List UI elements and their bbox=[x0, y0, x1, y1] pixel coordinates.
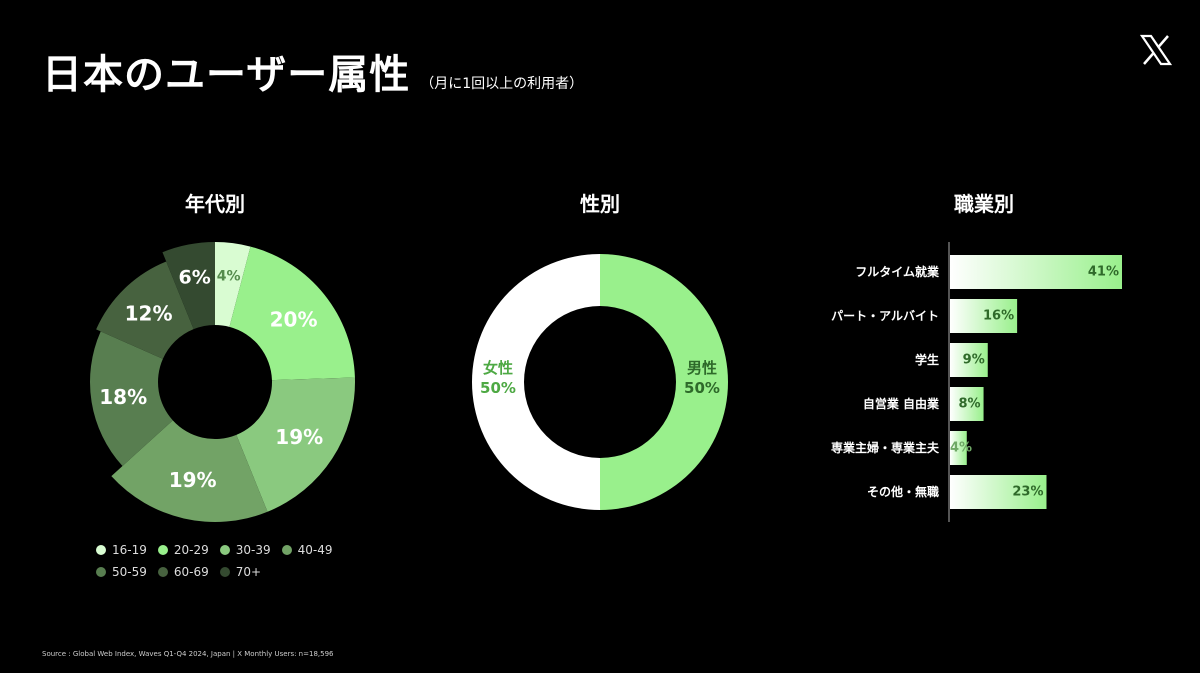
occupation-value-5: 23% bbox=[1012, 485, 1043, 500]
legend-dot-30-39 bbox=[219, 545, 230, 555]
legend-dot-20-29 bbox=[157, 545, 168, 555]
age-donut-chart: 4% 20% 19% 19% 18% 12% 6% bbox=[90, 242, 355, 522]
age-slice-30-39 bbox=[236, 377, 355, 512]
age-label-40-49: 19% bbox=[169, 468, 217, 492]
legend-dot-70+ bbox=[219, 567, 230, 577]
age-label-60-69: 12% bbox=[125, 301, 173, 325]
age-slice-70+ bbox=[162, 242, 215, 330]
legend-dot-50-59 bbox=[96, 567, 106, 577]
occupation-category-2: 学生 bbox=[915, 352, 939, 367]
page-title: 日本のユーザー属性 bbox=[42, 52, 411, 98]
occupation-category-5: その他・無職 bbox=[867, 484, 939, 499]
legend-item-30-39: 30-39 bbox=[219, 543, 271, 557]
legend-label-30-39: 30-39 bbox=[235, 543, 271, 557]
age-slice-16-19 bbox=[215, 242, 251, 327]
occupation-bar-1 bbox=[950, 299, 1018, 333]
age-slice-20-29 bbox=[229, 246, 355, 381]
occupation-bar-2 bbox=[950, 343, 988, 377]
occupation-value-2: 9% bbox=[963, 353, 985, 368]
gender-name-男性: 男性 bbox=[687, 359, 717, 377]
age-legend: 16-19 20-29 30-39 40-49 50-59 60-69 70+ bbox=[96, 543, 376, 579]
age-chart-title: 年代別 bbox=[185, 192, 245, 216]
x-logo-icon[interactable] bbox=[1140, 34, 1172, 66]
occupation-value-3: 8% bbox=[958, 397, 980, 412]
title-block: 日本のユーザー属性 （月に1回以上の利用者） bbox=[42, 42, 583, 100]
occupation-value-1: 16% bbox=[983, 309, 1014, 324]
legend-label-40-49: 40-49 bbox=[297, 543, 333, 557]
age-label-20-29: 20% bbox=[270, 307, 318, 331]
gender-donut-chart: 男性 50% 女性 50% bbox=[472, 254, 728, 510]
age-slice-40-49 bbox=[111, 420, 268, 522]
gender-value-男性: 50% bbox=[684, 379, 720, 397]
occupation-bar-4 bbox=[950, 431, 967, 465]
gender-chart-title: 性別 bbox=[580, 192, 620, 216]
gender-value-女性: 50% bbox=[480, 379, 516, 397]
legend-item-16-19: 16-19 bbox=[96, 543, 147, 557]
legend-dot-16-19 bbox=[96, 545, 106, 555]
legend-item-20-29: 20-29 bbox=[157, 543, 209, 557]
legend-item-50-59: 50-59 bbox=[96, 565, 147, 579]
occupation-bar-5 bbox=[950, 475, 1047, 509]
legend-label-60-69: 60-69 bbox=[173, 565, 209, 579]
age-slice-50-59 bbox=[90, 331, 173, 467]
legend-item-70+: 70+ bbox=[219, 565, 262, 579]
legend-label-20-29: 20-29 bbox=[173, 543, 209, 557]
legend-dot-40-49 bbox=[281, 545, 292, 555]
legend-label-70+: 70+ bbox=[235, 565, 262, 579]
source-note: Source : Global Web Index, Waves Q1-Q4 2… bbox=[42, 650, 334, 658]
age-label-70+: 6% bbox=[179, 266, 211, 288]
occupation-value-0: 41% bbox=[1088, 265, 1119, 280]
occupation-category-3: 自営業 自由業 bbox=[863, 396, 940, 411]
gender-name-女性: 女性 bbox=[483, 359, 513, 377]
age-slice-60-69 bbox=[96, 261, 194, 359]
age-label-16-19: 4% bbox=[217, 268, 241, 284]
legend-item-60-69: 60-69 bbox=[157, 565, 209, 579]
occupation-bar-chart: フルタイム就業 41% パート・アルバイト 16% 学生 9% 自営業 自由業 8% 専業主婦・… bbox=[831, 242, 1122, 522]
page-subtitle: （月に1回以上の利用者） bbox=[420, 76, 584, 92]
age-label-30-39: 19% bbox=[275, 425, 323, 449]
occupation-bar-0 bbox=[950, 255, 1122, 289]
gender-slice-男性 bbox=[600, 254, 728, 510]
age-label-50-59: 18% bbox=[99, 385, 147, 409]
occupation-bar-3 bbox=[950, 387, 984, 421]
legend-dot-60-69 bbox=[157, 567, 168, 577]
legend-label-16-19: 16-19 bbox=[112, 543, 147, 557]
legend-label-50-59: 50-59 bbox=[112, 565, 147, 579]
occupation-category-1: パート・アルバイト bbox=[831, 309, 939, 323]
occupation-category-4: 専業主婦・専業主夫 bbox=[831, 440, 940, 455]
gender-slice-女性 bbox=[472, 254, 600, 510]
occupation-chart-title: 職業別 bbox=[954, 192, 1014, 216]
legend-item-40-49: 40-49 bbox=[281, 543, 333, 557]
occupation-category-0: フルタイム就業 bbox=[855, 264, 940, 279]
occupation-value-4: 4% bbox=[950, 441, 972, 456]
